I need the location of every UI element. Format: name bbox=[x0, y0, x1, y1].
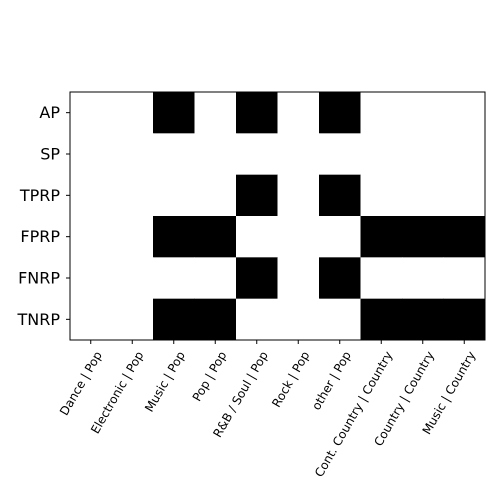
heatmap-cell bbox=[360, 216, 403, 258]
y-tick-label: FPRP bbox=[20, 227, 60, 246]
heatmap-cell bbox=[153, 257, 195, 300]
heatmap-cell bbox=[402, 133, 444, 176]
heatmap-cell bbox=[111, 174, 154, 217]
heatmap-cell bbox=[443, 257, 486, 300]
heatmap-cell bbox=[360, 133, 403, 176]
heatmap-cell bbox=[70, 92, 112, 134]
y-tick-label: FNRP bbox=[18, 269, 60, 288]
y-tick-label: TNRP bbox=[16, 310, 60, 329]
heatmap-cell bbox=[277, 92, 320, 134]
heatmap-cell bbox=[111, 92, 154, 134]
heatmap-cell bbox=[236, 257, 278, 300]
heatmap-cell bbox=[443, 298, 486, 341]
heatmap-cell bbox=[153, 216, 195, 258]
heatmap-cell bbox=[236, 216, 278, 258]
heatmap-cell bbox=[194, 92, 237, 134]
heatmap-cells bbox=[70, 92, 486, 341]
y-axis: AP SP TPRP FPRP FNRP TNRP bbox=[16, 103, 70, 329]
heatmap-cell bbox=[70, 257, 112, 300]
heatmap-cell bbox=[402, 298, 444, 341]
heatmap-cell bbox=[70, 298, 112, 341]
heatmap-cell bbox=[70, 174, 112, 217]
heatmap-cell bbox=[402, 174, 444, 217]
heatmap-cell bbox=[153, 92, 195, 134]
x-tick-label: Cont. Country | Country bbox=[312, 349, 395, 480]
heatmap-cell bbox=[402, 216, 444, 258]
heatmap-cell bbox=[360, 92, 403, 134]
heatmap-cell bbox=[277, 216, 320, 258]
heatmap-cell bbox=[236, 92, 278, 134]
heatmap-cell bbox=[402, 257, 444, 300]
heatmap-cell bbox=[319, 257, 361, 300]
heatmap-cell bbox=[111, 216, 154, 258]
y-tick-label: AP bbox=[39, 103, 60, 122]
heatmap-cell bbox=[70, 133, 112, 176]
x-tick-label: Music | Pop bbox=[142, 349, 188, 415]
heatmap-cell bbox=[443, 92, 486, 134]
x-tick-label: other | Pop bbox=[309, 349, 354, 413]
heatmap-cell bbox=[277, 174, 320, 217]
heatmap-cell bbox=[236, 133, 278, 176]
heatmap-cell bbox=[277, 257, 320, 300]
x-tick-label: Rock | Pop bbox=[269, 349, 312, 410]
heatmap-cell bbox=[319, 216, 361, 258]
heatmap-cell bbox=[360, 174, 403, 217]
heatmap-cell bbox=[319, 298, 361, 341]
heatmap-cell bbox=[402, 92, 444, 134]
heatmap-cell bbox=[153, 174, 195, 217]
x-tick-label: Dance | Pop bbox=[57, 349, 105, 418]
heatmap-cell bbox=[236, 174, 278, 217]
heatmap-cell bbox=[194, 174, 237, 217]
y-tick-label: SP bbox=[40, 145, 60, 164]
heatmap-cell bbox=[319, 92, 361, 134]
heatmap-cell bbox=[194, 216, 237, 258]
heatmap-cell bbox=[194, 298, 237, 341]
y-tick-label: TPRP bbox=[19, 186, 61, 205]
heatmap-cell bbox=[153, 298, 195, 341]
plot-frame bbox=[69, 91, 486, 341]
heatmap-cell bbox=[319, 133, 361, 176]
heatmap-cell bbox=[153, 133, 195, 176]
heatmap-cell bbox=[111, 257, 154, 300]
heatmap-cell bbox=[277, 298, 320, 341]
heatmap-cell bbox=[236, 298, 278, 341]
heatmap-cell bbox=[443, 174, 486, 217]
heatmap-cell bbox=[111, 133, 154, 176]
x-tick-label: Pop | Pop bbox=[190, 349, 230, 404]
heatmap-cell bbox=[443, 133, 486, 176]
heatmap-cell bbox=[111, 298, 154, 341]
heatmap-cell bbox=[360, 298, 403, 341]
heatmap-cell bbox=[70, 216, 112, 258]
heatmap-cell bbox=[194, 257, 237, 300]
heatmap-cell bbox=[194, 133, 237, 176]
heatmap-cell bbox=[277, 133, 320, 176]
heatmap-cell bbox=[360, 257, 403, 300]
heatmap-cell bbox=[319, 174, 361, 217]
heatmap-cell bbox=[443, 216, 486, 258]
